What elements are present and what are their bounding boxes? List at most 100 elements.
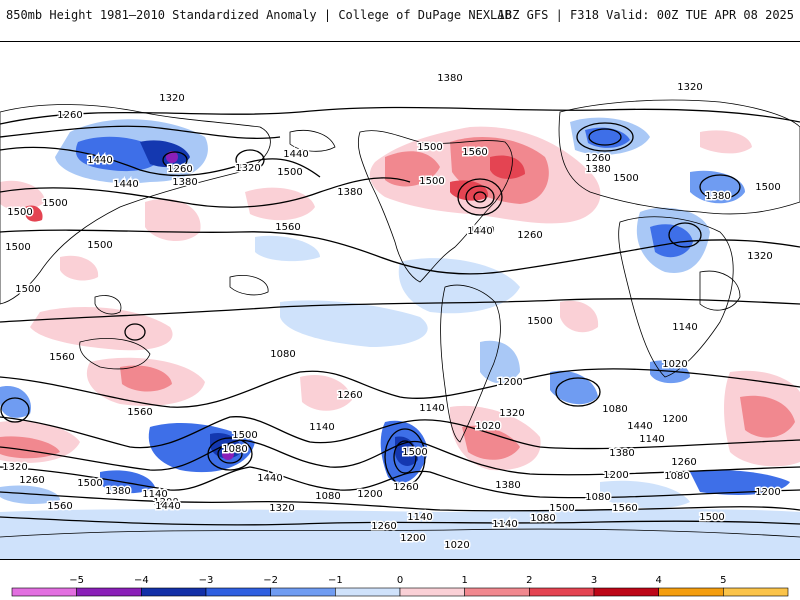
contour-label: 1500 [5,242,30,253]
coastlines [0,99,800,538]
contour-label: 1140 [672,322,697,333]
contour-label: 1320 [747,251,772,262]
contour-label: 1560 [612,503,637,514]
contour-label: 1500 [77,478,102,489]
contour-label: 1260 [167,164,192,175]
anomaly-map[interactable]: 1380 1320 1260 1320 1260 1440 1500 1380 1440 1560… [0,41,800,560]
contour-label: 1140 [142,489,167,500]
contour-label: 1380 [585,164,610,175]
contour-label: 1320 [677,82,702,93]
map-title: 850mb Height 1981–2010 Standardized Anom… [6,8,512,22]
colorbar-tick-label: 3 [591,575,597,586]
contour-label: 1320 [269,503,294,514]
contour-label: 1380 [105,486,130,497]
contour-label: 1260 [393,482,418,493]
map-header: 850mb Height 1981–2010 Standardized Anom… [0,0,800,30]
colorbar-tick-label: 5 [720,575,726,586]
colorbar-segment [723,587,789,597]
contour-label: 1500 [755,182,780,193]
contour-label: 1500 [527,316,552,327]
colorbar-canvas: −5 −4 −3 −2 −1 0 1 2 3 4 5 [11,575,789,597]
contour-label: 1020 [662,359,687,370]
contour-label: 1500 [419,176,444,187]
colorbar-segment [529,587,595,597]
contour-label: 1500 [469,225,494,236]
colorbar-tick-label: 0 [397,575,403,586]
contour-label: 1440 [467,226,492,237]
contour-label: 1500 [87,240,112,251]
contour-label: 1500 [417,142,442,153]
contour-label: 1260 [671,457,696,468]
colorbar-segment [270,587,336,597]
contour-label: 1260 [19,475,44,486]
contour-label: 1140 [492,519,517,530]
contour-label: 1440 [257,473,282,484]
contour-label: 1560 [47,501,72,512]
contour-label: 1440 [155,501,180,512]
contour-label: 1440 [113,179,138,190]
model-valid-time: 18Z GFS | F318 Valid: 00Z TUE APR 08 202… [497,8,794,22]
colorbar-tick-label: 4 [655,575,661,586]
anomaly-colorbar: −5 −4 −3 −2 −1 0 1 2 3 4 5 [0,566,800,600]
contour-label: 1260 [337,390,362,401]
contour-label: 1500 [42,198,67,209]
contour-label: 1320 [499,408,524,419]
contour-label: 1500 [549,503,574,514]
contour-label: 1140 [309,422,334,433]
contour-label: 1380 [337,187,362,198]
contour-label: 1500 [699,512,724,523]
contour-label: 1500 [232,430,257,441]
contour-label: 1500 [613,173,638,184]
colorbar-segment [593,587,659,597]
colorbar-segment [205,587,271,597]
contour-label: 1560 [127,407,152,418]
contour-label: 1080 [602,404,627,415]
contour-label: 1380 [437,73,462,84]
contour-label: 1200 [497,377,522,388]
contour-label: 1320 [159,93,184,104]
colorbar-segment [658,587,724,597]
colorbar-tick-label: 1 [461,575,467,586]
contour-label: 1080 [315,491,340,502]
contour-label: 1440 [283,149,308,160]
contour-label: 1320 [235,163,260,174]
contour-label: 1200 [357,489,382,500]
contour-label: 1500 [402,447,427,458]
contour-label: 1020 [444,540,469,551]
contour-label: 1080 [664,471,689,482]
contour-label: 1260 [517,230,542,241]
contour-label: 1020 [475,421,500,432]
contour-label: 1260 [585,153,610,164]
contour-label: 1380 [172,177,197,188]
height-contours [0,106,800,526]
contour-label: 1140 [407,512,432,523]
contour-label: 1080 [585,492,610,503]
colorbar-segment [76,587,142,597]
contour-label: 1260 [57,110,82,121]
colorbar-tick-label: −4 [134,575,149,586]
contour-label: 1200 [400,533,425,544]
contour-label: 1200 [662,414,687,425]
contour-label: 1260 [371,521,396,532]
contour-label: 1560 [462,147,487,158]
contour-label: 1440 [87,155,112,166]
contour-label: 1200 [755,487,780,498]
colorbar-tick-label: 2 [526,575,532,586]
contour-label: 1140 [639,434,664,445]
contour-label: 1500 [7,207,32,218]
contour-label: 1560 [49,352,74,363]
contour-label: 1560 [275,222,300,233]
contour-label: 1380 [705,191,730,202]
colorbar-tick-label: −1 [328,575,343,586]
colorbar-segment [11,587,77,597]
contour-label: 1380 [609,448,634,459]
contour-label: 1500 [277,167,302,178]
contour-label: 1080 [222,444,247,455]
colorbar-tick-label: −3 [199,575,214,586]
contour-label: 1440 [627,421,652,432]
contour-label: 1200 [153,497,178,508]
contour-label: 1320 [2,462,27,473]
contour-label: 1140 [419,403,444,414]
contour-label: 1080 [270,349,295,360]
